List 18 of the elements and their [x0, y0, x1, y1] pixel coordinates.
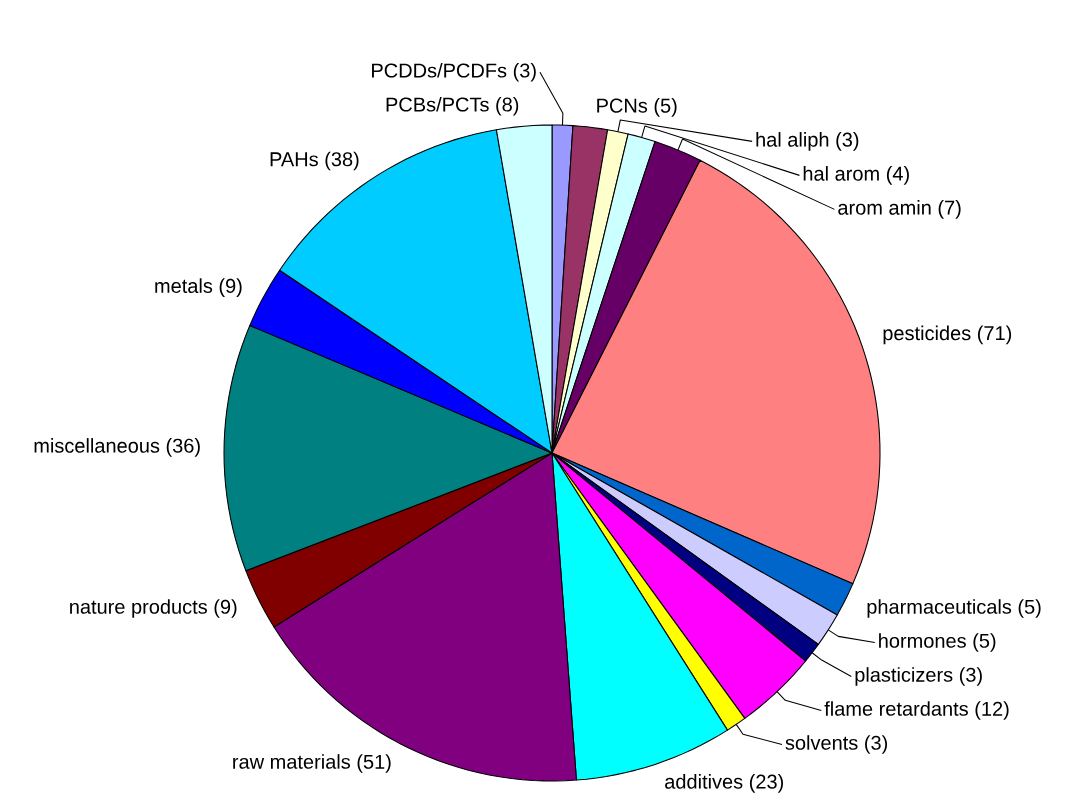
slice-label: PCBs/PCTs (8) [386, 96, 519, 116]
slice-label: hal aliph (3) [756, 132, 859, 151]
slice-label: miscellaneous (36) [34, 438, 200, 457]
slice-label: metals (9) [155, 278, 242, 297]
slice-label: nature products (9) [70, 599, 237, 618]
slice-label: hal arom (4) [803, 166, 909, 185]
slice-label: PCDDs/PCDFs (3) [372, 62, 536, 82]
slice-label: pesticides (71) [883, 325, 1012, 345]
slice-label: additives (23) [665, 774, 784, 793]
slice-label: plasticizers (3) [855, 667, 982, 686]
slice-label: PCNs (5) [597, 98, 677, 117]
slice-label: hormones (5) [879, 633, 996, 652]
slice-label: raw materials (51) [233, 754, 391, 773]
slice-label: pharmaceuticals (5) [867, 599, 1041, 618]
slice-label: flame retardants (12) [824, 701, 1009, 720]
slice-label: solvents (3) [785, 735, 888, 754]
slice-label: PAHs (38) [270, 151, 359, 171]
slice-label: arom amin (7) [838, 200, 961, 219]
